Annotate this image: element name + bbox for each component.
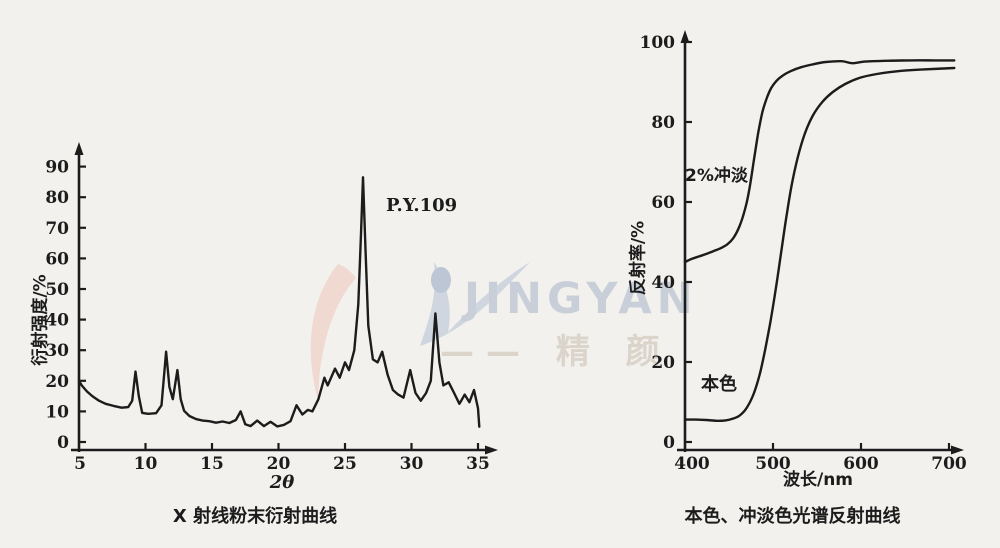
xrd-x-tick-label: 25: [333, 454, 357, 474]
xrd-x-tick-label: 30: [400, 454, 424, 474]
reflect-series-0-curve: [683, 59, 956, 264]
reflect-y-tick-label: 80: [651, 113, 675, 133]
watermark-swoosh-blue-icon: [420, 262, 530, 346]
watermark-brand-text: JINGYAN: [464, 274, 698, 324]
xrd-y-tick-label: 50: [45, 280, 69, 300]
reflect-y-tick-label: 0: [663, 433, 675, 453]
xrd-y-tick-label: 70: [45, 219, 69, 239]
xrd-y-axis-title: 衍射强度/%: [30, 274, 51, 366]
reflect-y-axis-arrow-icon: [680, 30, 690, 43]
xrd-y-tick-label: 10: [45, 402, 69, 422]
reflect-y-tick-label: 20: [651, 353, 675, 373]
xrd-series-0-curve: [77, 176, 481, 428]
xrd-x-axis-title: 2θ: [269, 472, 295, 493]
xrd-y-tick-label: 0: [57, 433, 69, 453]
reflect-x-tick-label: 600: [843, 454, 879, 474]
xrd-y-tick-label: 40: [45, 311, 69, 331]
reflect-x-tick-label: 400: [674, 454, 710, 474]
xrd-y-tick-label: 90: [45, 158, 69, 178]
xrd-y-tick-label: 80: [45, 188, 69, 208]
reflect-y-tick-label: 100: [640, 33, 676, 53]
xrd-y-tick-label: 20: [45, 372, 69, 392]
xrd-x-tick-label: 10: [134, 454, 158, 474]
xrd-y-axis-arrow-icon: [74, 142, 84, 155]
xrd-x-axis-arrow-icon: [485, 445, 498, 455]
xrd-x-tick-label: 15: [200, 454, 224, 474]
reflect-chart: 0 20 40 60 80 100 400 500 600 700: [640, 30, 967, 474]
reflect-x-axis-title: 波长/nm: [783, 470, 854, 490]
reflect-caption: 本色、冲淡色光谱反射曲线: [684, 506, 901, 527]
xrd-y-tick-label: 30: [45, 341, 69, 361]
xrd-x-tick-label: 5: [74, 454, 86, 474]
watermark-swoosh-red-icon: [310, 264, 356, 400]
reflect-y-tick-label: 60: [651, 193, 675, 213]
reflect-y-tick-label: 40: [651, 273, 675, 293]
xrd-x-tick-label: 35: [466, 454, 490, 474]
xrd-y-tick-label: 60: [45, 249, 69, 269]
reflect-curve-label-masstone: 本色: [701, 374, 737, 395]
xrd-caption: X 射线粉末衍射曲线: [172, 506, 338, 527]
xrd-chart: 0 10 20 30 40 50 60 70 80 90 5 10 15 20 25 30 35: [45, 142, 498, 474]
xrd-pigment-annotation: P.Y.109: [386, 195, 458, 216]
reflect-y-axis-title: 反射率/%: [628, 220, 649, 296]
reflect-x-tick-label: 700: [931, 454, 967, 474]
watermark-brand-cn-text: —— 精 颜: [440, 332, 672, 372]
reflect-x-axis-arrow-icon: [951, 445, 964, 455]
xrd-x-tick-label: 20: [267, 454, 291, 474]
reflect-curve-label-dilute: 2%冲淡: [685, 166, 748, 186]
reflect-series-1-curve: [683, 66, 956, 423]
watermark-dot-icon: [431, 267, 451, 293]
reflect-x-tick-label: 500: [755, 454, 791, 474]
